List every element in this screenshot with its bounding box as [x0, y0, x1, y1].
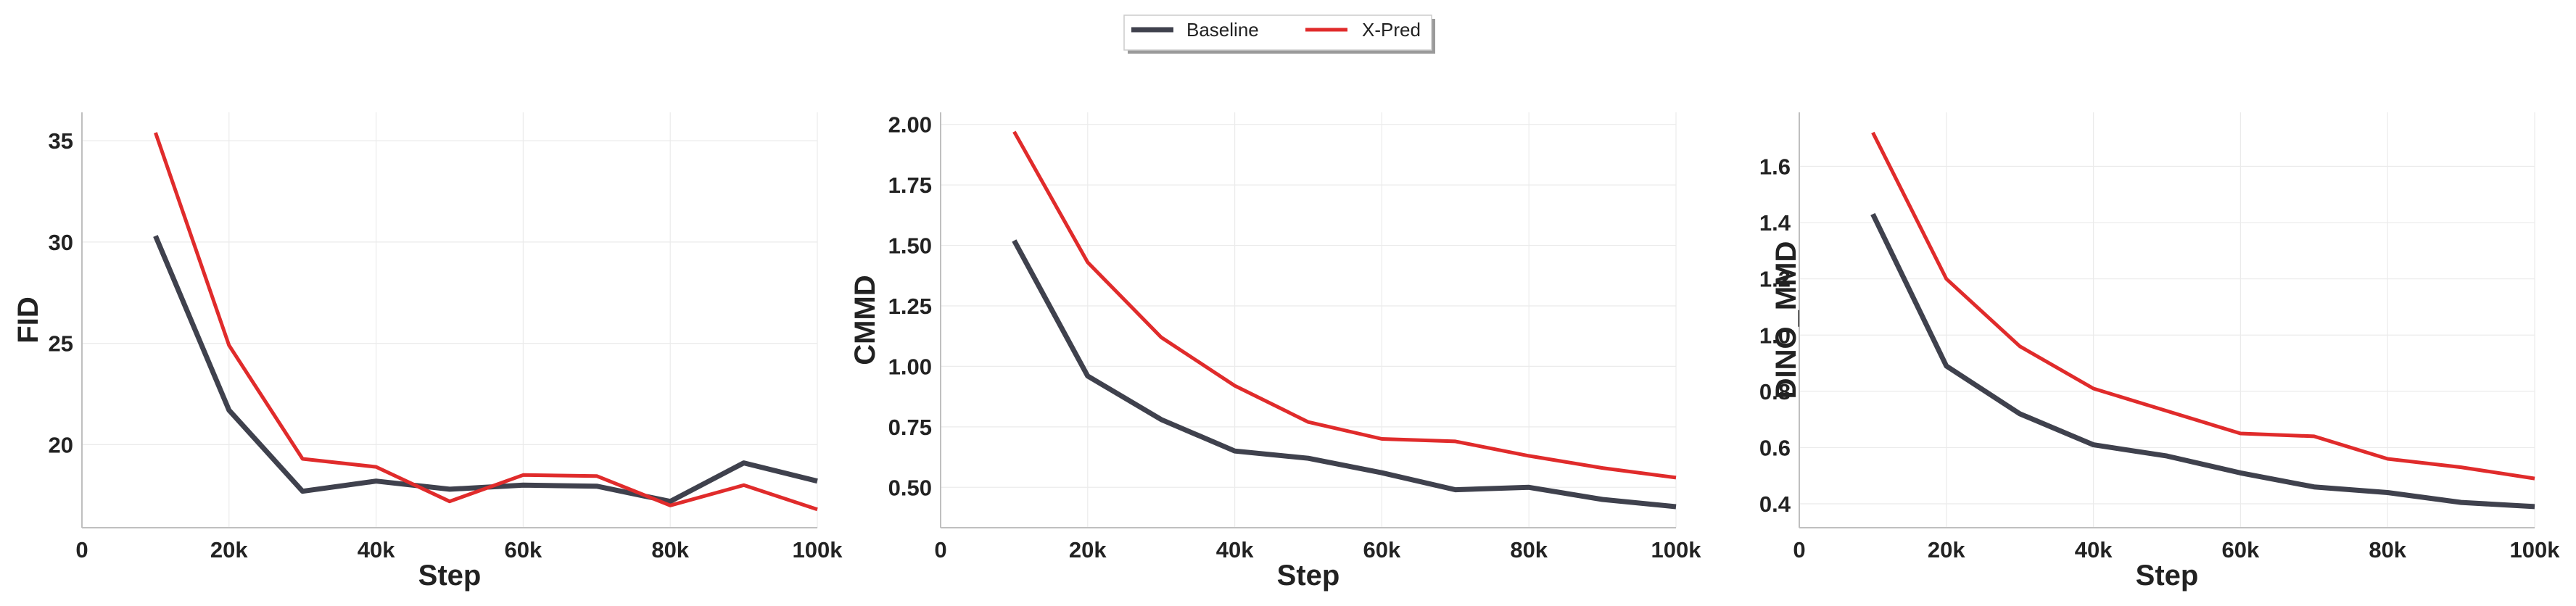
series-line-x-pred: [1871, 131, 2535, 481]
series-lines: [153, 132, 818, 512]
x-axis-label: Step: [418, 560, 482, 592]
panel-fid: 0 20k 40k 60k 80k 100k 20 25 30 35 Step FID: [12, 112, 843, 592]
axes: [1799, 112, 2535, 528]
x-tick-label: 80k: [2369, 537, 2406, 563]
x-tick-label: 20k: [1928, 537, 1965, 563]
series-line-baseline: [153, 235, 818, 505]
y-tick-label: 1.2: [1759, 267, 1791, 292]
legend: Baseline X-Pred: [1123, 14, 1435, 54]
x-tick-label: 100k: [793, 537, 843, 563]
grid: [940, 112, 1677, 528]
y-tick-label: 20: [49, 432, 73, 457]
tick-labels: 0 20k 40k 60k 80k 100k 0.50 0.75 1.00 1.25 1.50 1.7…: [888, 112, 1702, 563]
y-tick-label: 0.75: [888, 415, 932, 440]
x-tick-label: 20k: [1069, 537, 1107, 563]
x-tick-label: 60k: [505, 537, 542, 563]
axes: [940, 112, 1676, 528]
x-tick-label: 0: [934, 537, 946, 563]
grid: [1799, 112, 2535, 528]
axes: [81, 112, 817, 528]
x-tick-label: 60k: [1363, 537, 1401, 563]
tick-labels: 0 20k 40k 60k 80k 100k 0.4 0.6 0.8 1.0 1.2 1.4 1.6: [1759, 154, 2560, 563]
series-lines: [1012, 130, 1677, 510]
series-lines: [1870, 131, 2535, 510]
y-tick-label: 1.00: [888, 354, 932, 379]
y-tick-label: 30: [49, 230, 73, 255]
panel-cmmd: 0 20k 40k 60k 80k 100k 0.50 0.75 1.00 1.25 1.50 1.7…: [849, 112, 1701, 592]
series-line-baseline: [1870, 212, 2535, 510]
legend-box: [1123, 14, 1432, 51]
x-tick-label: 0: [75, 537, 88, 563]
x-tick-label: 0: [1793, 537, 1805, 563]
tick-labels: 0 20k 40k 60k 80k 100k 20 25 30 35: [49, 128, 843, 563]
y-tick-label: 1.25: [888, 294, 932, 319]
y-axis-label: DINO_MMD: [1770, 241, 1802, 399]
y-tick-label: 0.8: [1759, 379, 1791, 404]
x-tick-label: 60k: [2222, 537, 2260, 563]
series-line-x-pred: [154, 132, 818, 512]
y-tick-label: 1.75: [888, 173, 932, 198]
y-tick-label: 1.0: [1759, 323, 1791, 348]
x-tick-label: 100k: [2510, 537, 2561, 563]
x-tick-label: 40k: [1216, 537, 1254, 563]
x-tick-label: 80k: [1510, 537, 1548, 563]
x-tick-label: 20k: [210, 537, 248, 563]
y-tick-label: 0.6: [1759, 435, 1791, 460]
legend-label-baseline: Baseline: [1186, 19, 1259, 41]
y-tick-label: 25: [49, 331, 73, 357]
y-tick-label: 35: [49, 128, 73, 154]
x-tick-label: 100k: [1651, 537, 1702, 563]
x-tick-label: 40k: [358, 537, 395, 563]
y-tick-label: 0.50: [888, 475, 932, 500]
series-line-x-pred: [1012, 130, 1677, 480]
x-tick-label: 80k: [651, 537, 689, 563]
legend-label-xpred: X-Pred: [1362, 19, 1421, 41]
panel-dino-mmd: 0 20k 40k 60k 80k 100k 0.4 0.6 0.8 1.0 1.2 1.4 1.6 S…: [1759, 112, 2560, 592]
y-axis-label: FID: [12, 296, 44, 343]
y-axis-label: CMMD: [849, 275, 881, 365]
y-tick-label: 1.50: [888, 233, 932, 259]
x-axis-label: Step: [2136, 560, 2199, 592]
series-line-baseline: [1012, 239, 1677, 510]
y-tick-label: 1.6: [1759, 154, 1791, 179]
y-tick-label: 2.00: [888, 112, 932, 138]
y-tick-label: 1.4: [1759, 210, 1791, 236]
y-tick-label: 0.4: [1759, 491, 1791, 517]
x-tick-label: 40k: [2075, 537, 2113, 563]
x-axis-label: Step: [1277, 560, 1340, 592]
